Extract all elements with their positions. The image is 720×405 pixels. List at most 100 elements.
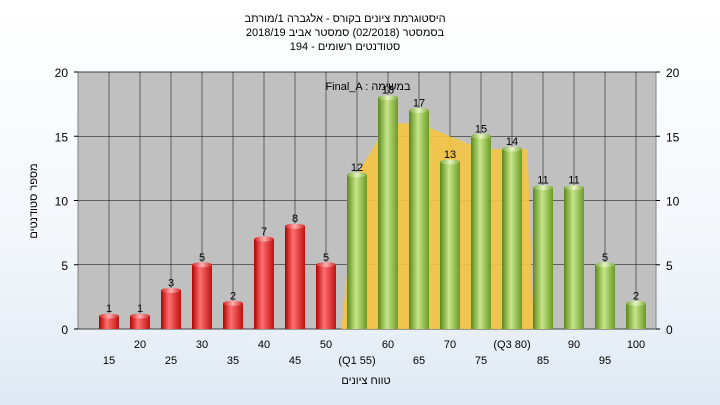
- data-label: 7: [261, 226, 267, 238]
- bar-cap: [595, 262, 615, 268]
- data-label: 3: [168, 277, 174, 289]
- x-tick-label: (Q1 55): [338, 355, 375, 367]
- bar-20: [130, 313, 150, 329]
- x-tick-label: 45: [289, 355, 301, 367]
- bar-90: [564, 185, 584, 329]
- bar-cap: [626, 300, 646, 306]
- annotation-label: Final_A : במשימה: [325, 81, 411, 93]
- bar-body: [285, 226, 305, 329]
- bar-body: [471, 136, 491, 329]
- y-axis-label: מספר סטודנטים: [28, 163, 40, 238]
- bar-cap: [254, 236, 274, 242]
- bar-body: [130, 316, 150, 329]
- bar-cap: [223, 300, 243, 306]
- x-axis-label: טווח ציונים: [341, 375, 390, 387]
- x-tick-label: 95: [599, 355, 611, 367]
- bar-cap: [347, 172, 367, 178]
- data-label: 2: [633, 290, 639, 302]
- chart-title: היסטוגרמת ציונים בקורס - אלגברה 1/מורתב …: [244, 12, 445, 53]
- bar-cap: [564, 185, 584, 191]
- bar-body: [192, 264, 212, 329]
- data-label: 11: [568, 175, 579, 187]
- bar-cap: [533, 185, 553, 191]
- bar-75: [471, 133, 491, 329]
- data-label: 14: [506, 136, 518, 148]
- bar-cap: [502, 146, 522, 152]
- x-tick-label: 40: [258, 339, 270, 351]
- bar-body: [254, 239, 274, 329]
- data-label: 5: [199, 252, 205, 264]
- bar-cap: [161, 287, 181, 293]
- bar-cap: [130, 313, 150, 319]
- x-tick-label: 65: [413, 355, 425, 367]
- bar-body: [533, 187, 553, 329]
- bars: [99, 95, 646, 329]
- x-tick-label: 75: [475, 355, 487, 367]
- bar-cap: [409, 108, 429, 114]
- bar-cap: [285, 223, 305, 229]
- bar-body: [564, 187, 584, 329]
- data-label: 1: [137, 303, 143, 315]
- y-tick-left: 0: [61, 323, 68, 337]
- bar-body: [99, 316, 119, 329]
- data-label: 17: [413, 98, 425, 110]
- chart-title-line-1: היסטוגרמת ציונים בקורס - אלגברה 1/מורתב: [244, 12, 445, 25]
- x-tick-label: (Q3 80): [493, 339, 530, 351]
- chart-title-line-3: סטודנטים רשומים - 194: [290, 41, 401, 53]
- x-tick-label: 30: [196, 339, 208, 351]
- chart-title-line-2: בסמסטר (02/2018) סמסטר אביב 2018/19: [246, 27, 445, 39]
- bar-25: [161, 287, 181, 329]
- data-label: 18: [382, 85, 394, 97]
- bar-95: [595, 262, 615, 329]
- x-tick-label: 50: [320, 339, 332, 351]
- data-label: 1: [106, 303, 112, 315]
- y-tick-right: 10: [666, 195, 680, 209]
- y-axis-right: 0 5 10 15 20: [656, 66, 680, 337]
- bar-body: [502, 149, 522, 329]
- bar-body: [626, 303, 646, 329]
- bar-100: [626, 300, 646, 329]
- bar-cap: [440, 159, 460, 165]
- bar-55: [347, 172, 367, 329]
- bar-cap: [378, 95, 398, 101]
- bar-35: [223, 300, 243, 329]
- bar-cap: [316, 262, 336, 268]
- y-tick-right: 0: [666, 323, 673, 337]
- x-tick-label: 35: [227, 355, 239, 367]
- x-tick-label: 100: [627, 339, 645, 351]
- bar-15: [99, 313, 119, 329]
- y-axis-left: 0 5 10 15 20: [55, 66, 78, 337]
- data-label: 5: [602, 252, 608, 264]
- bar-cap: [192, 262, 212, 268]
- bar-70: [440, 159, 460, 329]
- bar-30: [192, 262, 212, 329]
- x-tick-label: 60: [382, 339, 394, 351]
- data-label: 12: [351, 162, 363, 174]
- bar-cap: [99, 313, 119, 319]
- data-label: 2: [230, 290, 236, 302]
- bar-body: [440, 161, 460, 329]
- y-tick-left: 15: [55, 130, 69, 144]
- data-label: 13: [444, 149, 456, 161]
- y-tick-right: 20: [666, 66, 680, 80]
- y-tick-left: 5: [61, 259, 68, 273]
- x-tick-label: 20: [134, 339, 146, 351]
- data-label: 5: [323, 252, 329, 264]
- data-label: 15: [475, 123, 487, 135]
- bar-60: [378, 95, 398, 329]
- x-tick-label: 85: [537, 355, 549, 367]
- bar-body: [347, 174, 367, 329]
- bar-body: [378, 97, 398, 329]
- bar-80: [502, 146, 522, 329]
- bar-body: [223, 303, 243, 329]
- data-label: 11: [537, 175, 548, 187]
- y-tick-left: 10: [55, 195, 69, 209]
- bar-body: [316, 264, 336, 329]
- x-tick-label: 90: [568, 339, 580, 351]
- y-tick-left: 20: [55, 66, 69, 80]
- x-tick-label: 25: [165, 355, 177, 367]
- x-axis: 15 20 25 30 35 40 45 50 (Q1 55) 60 65 70 75 (Q3 80) 85…: [103, 339, 645, 367]
- bar-body: [409, 110, 429, 329]
- y-tick-right: 15: [666, 130, 680, 144]
